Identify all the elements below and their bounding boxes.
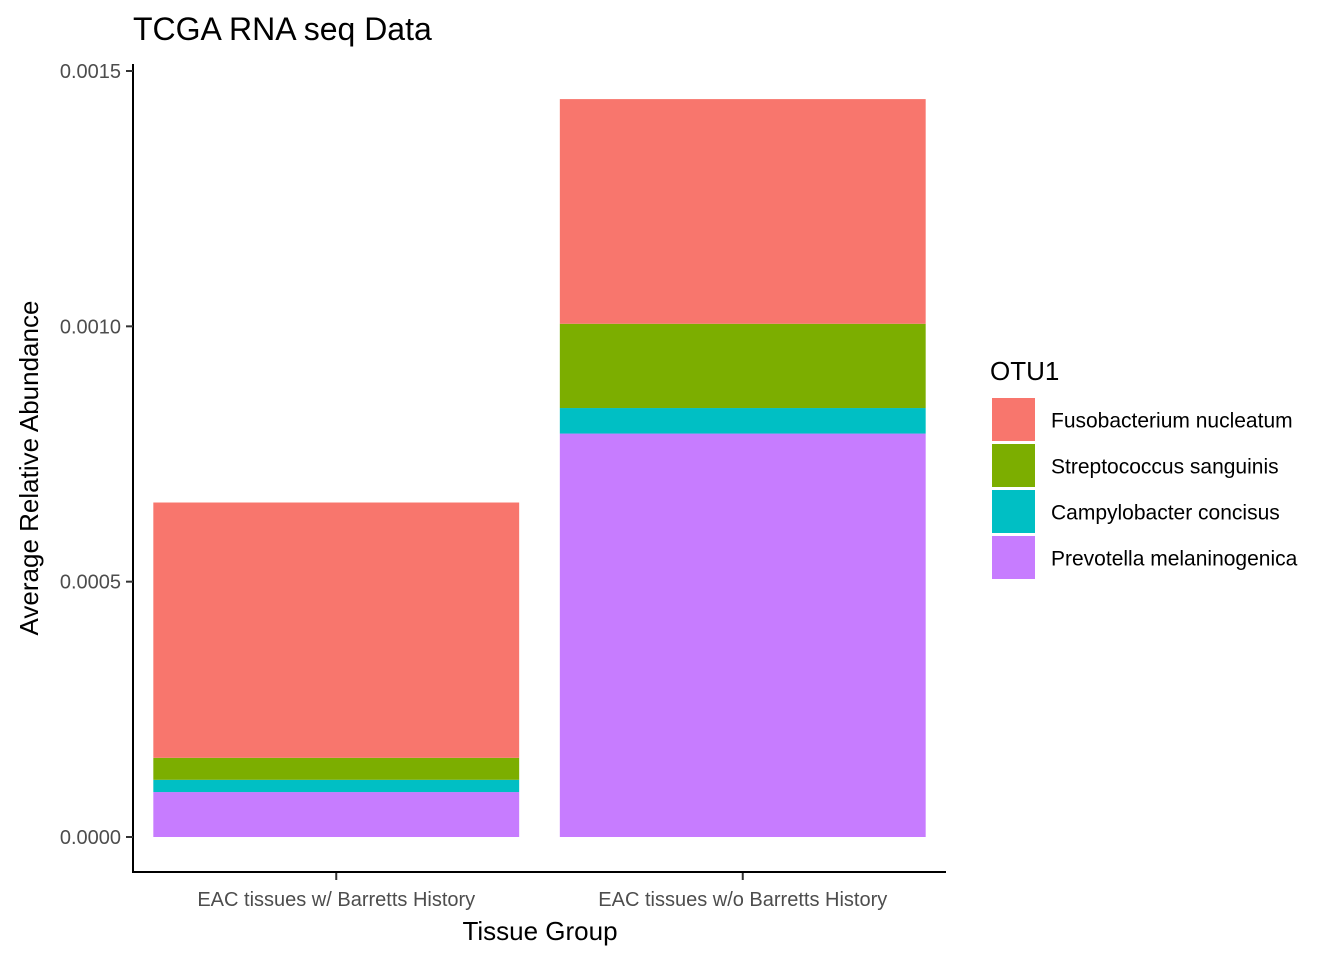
- y-axis-title: Average Relative Abundance: [14, 301, 44, 636]
- legend-label: Fusobacterium nucleatum: [1051, 410, 1293, 433]
- bar-segment: [153, 779, 520, 793]
- y-axis-ticks: 0.0000 0.0005 0.0010 0.0015: [60, 61, 133, 849]
- bars-group: [153, 99, 926, 837]
- bar-segment: [559, 99, 926, 324]
- bar-segment: [559, 323, 926, 409]
- bar-segment: [153, 502, 520, 758]
- bar-segment: [153, 757, 520, 780]
- legend-label: Prevotella melaninogenica: [1051, 548, 1298, 571]
- legend-title: OTU1: [990, 356, 1059, 386]
- x-tick-label: EAC tissues w/o Barretts History: [598, 889, 887, 911]
- legend-items: Fusobacterium nucleatum Streptococcus san…: [992, 398, 1298, 579]
- legend: OTU1 Fusobacterium nucleatum Streptococcu…: [990, 356, 1298, 579]
- y-tick-label: 0.0000: [60, 827, 121, 849]
- legend-label: Streptococcus sanguinis: [1051, 456, 1279, 479]
- x-axis-ticks: EAC tissues w/ Barretts History EAC tissu…: [197, 873, 887, 911]
- x-tick-label: EAC tissues w/ Barretts History: [197, 889, 475, 911]
- legend-swatch: [992, 490, 1035, 533]
- y-tick-label: 0.0005: [60, 572, 121, 594]
- y-tick-label: 0.0010: [60, 316, 121, 338]
- legend-swatch: [992, 536, 1035, 579]
- chart-title: TCGA RNA seq Data: [133, 11, 432, 47]
- bar-segment: [153, 792, 520, 837]
- legend-swatch: [992, 444, 1035, 487]
- legend-label: Campylobacter concisus: [1051, 502, 1280, 525]
- bar-segment: [559, 433, 926, 837]
- y-tick-label: 0.0015: [60, 61, 121, 83]
- x-axis-title: Tissue Group: [462, 916, 617, 946]
- legend-swatch: [992, 398, 1035, 441]
- bar-segment: [559, 408, 926, 434]
